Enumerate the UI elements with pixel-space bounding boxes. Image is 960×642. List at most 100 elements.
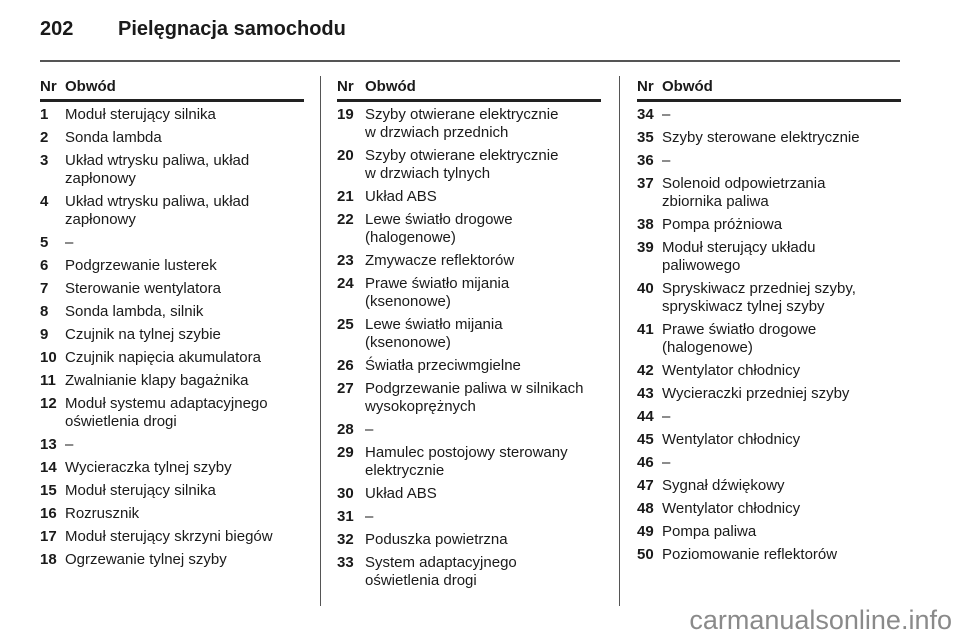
fuse-number: 3 [40, 152, 49, 169]
circuit-name: Wycieraczki przedniej szyby [662, 385, 850, 402]
circuit-name: Wentylator chłodnicy [662, 500, 801, 517]
header-nr: Nr [337, 78, 354, 95]
circuit-name: Moduł sterujący skrzyni biegów [65, 528, 273, 545]
circuit-name: Sterowanie wentylatora [65, 280, 221, 297]
fuse-number: 28 [337, 421, 354, 438]
fuse-number: 20 [337, 147, 354, 164]
table-row: 46– [637, 454, 901, 472]
fuse-number: 32 [337, 531, 354, 548]
fuse-number: 11 [40, 372, 56, 389]
table-row: 20 Szyby otwierane elektrycznie w drzwiac… [337, 147, 601, 183]
circuit-name: – [365, 508, 374, 525]
circuit-name: Pompa próżniowa [662, 216, 783, 233]
circuit-name: Szyby otwierane elektrycznie w drzwiach … [365, 106, 559, 141]
table-row: 13– [40, 436, 304, 454]
circuit-name: Zmywacze reflektorów [365, 252, 515, 269]
fuse-number: 45 [637, 431, 654, 448]
fuse-number: 14 [40, 459, 57, 476]
fuse-number: 27 [337, 380, 354, 397]
table-row: 8 Sonda lambda, silnik [40, 303, 304, 321]
circuit-name: Solenoid odpowietrzania zbiornika paliwa [662, 175, 826, 210]
fuse-number: 31 [337, 508, 354, 525]
fuse-number: 42 [637, 362, 654, 379]
circuit-name: Moduł systemu adaptacyjnego oświetlenia … [65, 395, 268, 430]
table-header: Nr Obwód [40, 78, 304, 102]
fuse-number: 36 [637, 152, 654, 169]
table-row: 49 Pompa paliwa [637, 523, 901, 541]
fuse-number: 24 [337, 275, 354, 292]
table-row: 24 Prawe światło mijania (ksenonowe) [337, 275, 601, 311]
circuit-name: Prawe światło drogowe (halogenowe) [662, 321, 817, 356]
header-rule [40, 60, 900, 62]
table-row: 21 Układ ABS [337, 188, 601, 206]
column-divider [619, 76, 620, 606]
header-circuit: Obwód [365, 78, 416, 95]
fuse-number: 10 [40, 349, 57, 366]
fuse-number: 26 [337, 357, 354, 374]
circuit-name: Rozrusznik [65, 505, 140, 522]
header-nr: Nr [40, 78, 57, 95]
circuit-name: – [662, 454, 671, 471]
circuit-name: Układ wtrysku paliwa, układ zapłonowy [65, 193, 250, 228]
fuse-number: 16 [40, 505, 57, 522]
circuit-name: Poziomowanie reflektorów [662, 546, 838, 563]
table-row: 30 Układ ABS [337, 485, 601, 503]
circuit-name: Czujnik na tylnej szybie [65, 326, 221, 343]
table-row: 43 Wycieraczki przedniej szyby [637, 385, 901, 403]
circuit-name: Moduł sterujący silnika [65, 482, 216, 499]
table-header: Nr Obwód [637, 78, 901, 102]
table-header: Nr Obwód [337, 78, 601, 102]
circuit-name: Wycieraczka tylnej szyby [65, 459, 232, 476]
fuse-number: 39 [637, 239, 654, 256]
circuit-name: Zwalnianie klapy bagażnika [65, 372, 249, 389]
fuse-number: 23 [337, 252, 354, 269]
table-row: 47 Sygnał dźwiękowy [637, 477, 901, 495]
circuit-name: – [662, 106, 671, 123]
circuit-name: Wentylator chłodnicy [662, 431, 801, 448]
fuse-number: 44 [637, 408, 654, 425]
table-row: 42 Wentylator chłodnicy [637, 362, 901, 380]
table-row: 28– [337, 421, 601, 439]
table-row: 27 Podgrzewanie paliwa w silnikach wysoko… [337, 380, 601, 416]
fuse-number: 50 [637, 546, 654, 563]
circuit-name: Lewe światło drogowe (halogenowe) [365, 211, 513, 246]
table-row: 37 Solenoid odpowietrzania zbiornika pali… [637, 175, 901, 211]
circuit-name: Moduł sterujący układu paliwowego [662, 239, 816, 274]
fuse-number: 12 [40, 395, 57, 412]
table-row: 45 Wentylator chłodnicy [637, 431, 901, 449]
table-row: 15 Moduł sterujący silnika [40, 482, 304, 500]
circuit-name: Hamulec postojowy sterowany elektrycznie [365, 444, 568, 479]
table-row: 9 Czujnik na tylnej szybie [40, 326, 304, 344]
fuse-number: 40 [637, 280, 654, 297]
circuit-name: Układ ABS [365, 485, 437, 502]
header-nr: Nr [637, 78, 654, 95]
table-row: 7 Sterowanie wentylatora [40, 280, 304, 298]
fuse-number: 6 [40, 257, 49, 274]
fuse-number: 34 [637, 106, 654, 123]
table-row: 12 Moduł systemu adaptacyjnego oświetleni… [40, 395, 304, 431]
table-row: 32 Poduszka powietrzna [337, 531, 601, 549]
table-row: 33 System adaptacyjnego oświetlenia drogi [337, 554, 601, 590]
table-row: 17 Moduł sterujący skrzyni biegów [40, 528, 304, 546]
table-row: 10 Czujnik napięcia akumulatora [40, 349, 304, 367]
table-row: 35 Szyby sterowane elektrycznie [637, 129, 901, 147]
fuse-number: 41 [637, 321, 654, 338]
fuse-number: 5 [40, 234, 49, 251]
circuit-name: Czujnik napięcia akumulatora [65, 349, 261, 366]
header-circuit: Obwód [662, 78, 713, 95]
circuit-name: Poduszka powietrzna [365, 531, 508, 548]
table-row: 2 Sonda lambda [40, 129, 304, 147]
fuse-number: 4 [40, 193, 49, 210]
fuse-table-column-2: Nr Obwód 19 Szyby otwierane elektrycznie w … [337, 78, 601, 595]
circuit-name: Sonda lambda [65, 129, 162, 146]
circuit-name: Szyby sterowane elektrycznie [662, 129, 860, 146]
fuse-table-column-1: Nr Obwód 1 Moduł sterujący silnika 2 Sonda la… [40, 78, 304, 574]
table-row: 14 Wycieraczka tylnej szyby [40, 459, 304, 477]
table-row: 6 Podgrzewanie lusterek [40, 257, 304, 275]
table-row: 48 Wentylator chłodnicy [637, 500, 901, 518]
fuse-number: 22 [337, 211, 354, 228]
page-number: 202 [40, 18, 74, 40]
fuse-number: 30 [337, 485, 354, 502]
table-row: 5– [40, 234, 304, 252]
circuit-name: – [65, 436, 74, 453]
